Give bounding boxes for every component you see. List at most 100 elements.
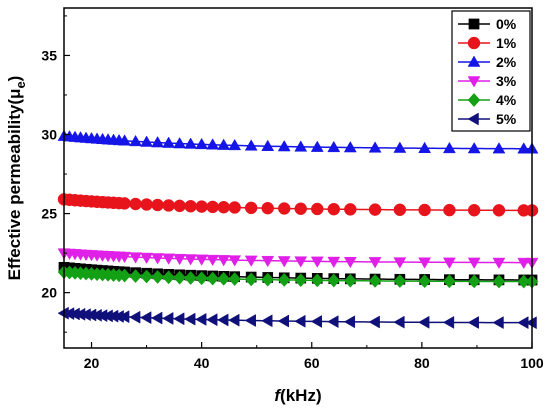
- data-point: [140, 198, 153, 211]
- data-point: [294, 314, 306, 328]
- data-point: [195, 137, 209, 150]
- data-point: [310, 256, 324, 268]
- data-point: [418, 203, 431, 217]
- data-point: [261, 255, 275, 268]
- y-tick-label: 25: [41, 206, 57, 222]
- data-point: [129, 310, 141, 324]
- data-point: [418, 274, 431, 289]
- y-axis-label: Effective permeability(μe): [5, 76, 28, 281]
- data-point: [294, 273, 308, 288]
- legend-marker: [467, 93, 481, 107]
- legend-label: 4%: [496, 92, 517, 108]
- data-point: [277, 202, 291, 215]
- series-layer: [57, 129, 539, 330]
- y-tick-label: 20: [41, 285, 57, 301]
- data-point: [195, 312, 207, 326]
- data-point: [261, 139, 275, 151]
- legend-marker: [467, 112, 479, 126]
- data-point: [217, 255, 231, 267]
- data-point: [162, 199, 175, 212]
- data-point: [517, 257, 531, 270]
- data-point: [118, 310, 130, 324]
- data-point: [206, 254, 220, 267]
- data-point: [418, 315, 430, 329]
- data-point: [184, 312, 196, 326]
- data-point: [151, 136, 165, 148]
- data-point: [393, 141, 407, 153]
- series-4: [57, 265, 539, 289]
- data-point: [206, 271, 219, 286]
- data-point: [173, 253, 187, 266]
- series-5: [57, 306, 537, 330]
- data-point: [467, 142, 481, 154]
- legend-entry: 2%: [458, 54, 517, 70]
- x-tick-label: 60: [304, 355, 320, 371]
- x-tick-label: 80: [414, 355, 430, 371]
- data-point: [277, 256, 291, 268]
- data-point: [393, 257, 407, 269]
- data-point: [151, 198, 164, 212]
- data-point: [442, 315, 455, 329]
- data-point: [244, 314, 256, 327]
- data-point: [184, 199, 197, 213]
- data-point: [118, 251, 131, 264]
- data-point: [228, 313, 240, 327]
- data-point: [129, 197, 142, 211]
- data-point: [206, 138, 220, 150]
- data-point: [418, 257, 432, 269]
- data-point: [118, 197, 131, 210]
- legend-label: 0%: [496, 16, 517, 32]
- data-point: [118, 268, 131, 283]
- y-tick-label: 30: [41, 127, 57, 143]
- data-point: [393, 315, 405, 329]
- data-point: [206, 200, 219, 214]
- data-point: [184, 137, 198, 149]
- data-point: [244, 201, 258, 215]
- ticks-layer: 20 40 60 80 100 20 25 30 35: [41, 15, 544, 371]
- data-point: [393, 274, 407, 289]
- data-point: [467, 274, 481, 289]
- data-point: [442, 257, 456, 269]
- data-point: [467, 316, 479, 329]
- data-point: [442, 141, 456, 154]
- x-axis-label: f(kHz): [274, 386, 321, 405]
- legend-entry: 4%: [458, 92, 517, 108]
- data-point: [184, 254, 198, 266]
- data-point: [217, 200, 230, 214]
- legend-label: 3%: [496, 73, 517, 89]
- data-point: [343, 273, 357, 288]
- data-point: [151, 253, 165, 265]
- legend: 0% 1% 2% 3% 4% 5%: [451, 10, 531, 132]
- data-point: [344, 203, 357, 216]
- data-point: [277, 140, 291, 152]
- data-point: [327, 202, 341, 216]
- data-point: [492, 316, 504, 330]
- data-point: [294, 202, 308, 216]
- data-point: [129, 134, 143, 147]
- data-point: [327, 256, 341, 269]
- data-point: [217, 313, 229, 327]
- data-point: [162, 270, 175, 285]
- data-point: [162, 136, 176, 148]
- data-point: [217, 271, 231, 286]
- data-point: [173, 199, 186, 213]
- series-1: [57, 193, 539, 217]
- data-point: [368, 203, 382, 216]
- data-point: [261, 272, 275, 287]
- legend-marker: [467, 55, 481, 67]
- data-point: [443, 274, 456, 289]
- data-point: [418, 141, 432, 153]
- data-point: [343, 315, 356, 329]
- data-point: [517, 142, 531, 154]
- series-2: [57, 129, 539, 154]
- legend-marker: [467, 36, 481, 50]
- data-point: [310, 273, 324, 288]
- data-point: [294, 140, 308, 152]
- data-point: [492, 257, 506, 270]
- data-point: [261, 201, 274, 215]
- data-point: [327, 140, 341, 153]
- data-point: [228, 138, 242, 151]
- data-point: [261, 314, 273, 328]
- data-point: [327, 315, 339, 329]
